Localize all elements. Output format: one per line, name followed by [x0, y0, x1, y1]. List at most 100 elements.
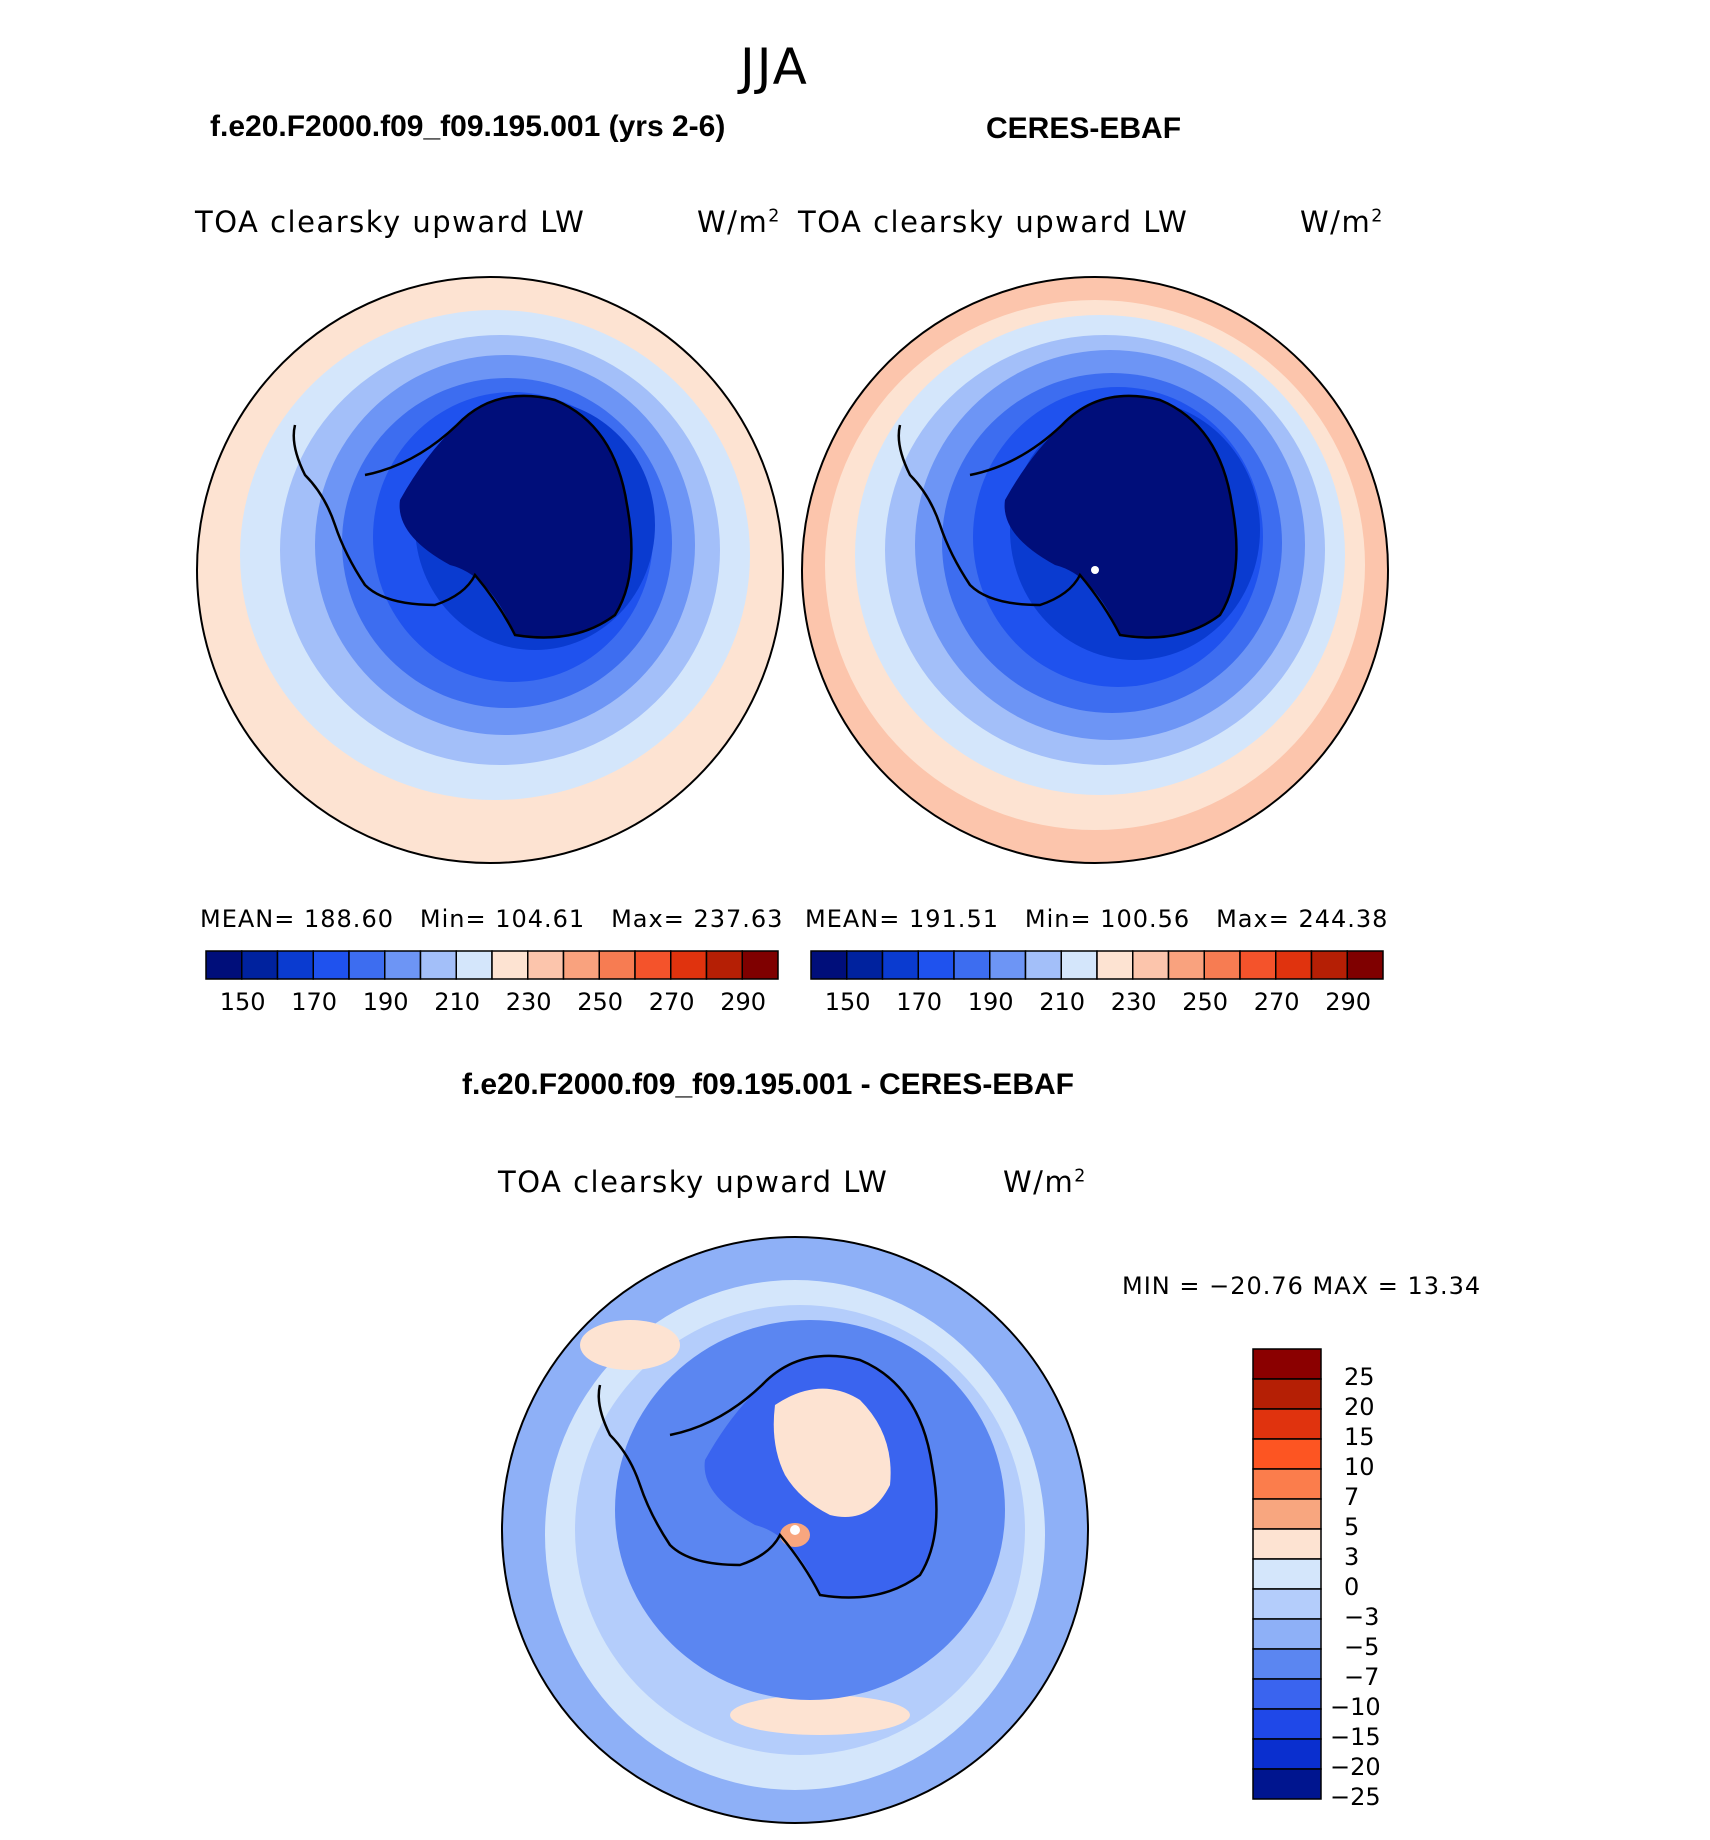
colorbar-tick-label: 210 — [1039, 988, 1086, 1016]
colorbar-right-ticks: 150 170 190 210 230 250 270 290 — [810, 988, 1384, 1018]
colorbar-tick-label: 210 — [434, 988, 481, 1016]
colorbar-swatch — [1252, 1648, 1322, 1680]
colorbar-swatch — [1275, 950, 1313, 980]
colorbar-swatch — [1167, 950, 1205, 980]
colorbar-swatch — [1252, 1348, 1322, 1380]
panel-left-title: f.e20.F2000.f09_f09.195.001 (yrs 2-6) — [210, 110, 726, 143]
colorbar-swatch — [1252, 1618, 1322, 1650]
colorbar-swatch — [598, 950, 636, 980]
colorbar-swatch — [491, 950, 529, 980]
colorbar-tick-label: −10 — [1330, 1693, 1381, 1721]
colorbar-swatch — [455, 950, 493, 980]
colorbar-swatch — [1203, 950, 1241, 980]
colorbar-swatch — [419, 950, 457, 980]
panel-left-variable-label: TOA clearsky upward LW — [195, 205, 586, 239]
colorbar-tick-label: 7 — [1344, 1483, 1360, 1511]
colorbar-swatch — [1132, 950, 1170, 980]
map-difference — [501, 1236, 1089, 1824]
panel-left-stats: MEAN= 188.60 Min= 104.61 Max= 237.63 — [200, 905, 784, 933]
colorbar-swatch — [989, 950, 1027, 980]
colorbar-tick-label: 190 — [967, 988, 1014, 1016]
colorbar-swatch — [810, 950, 848, 980]
colorbar-swatch — [1252, 1468, 1322, 1500]
diff-minmax: MIN = −20.76 MAX = 13.34 — [1122, 1272, 1482, 1300]
colorbar-swatch — [741, 950, 779, 980]
colorbar-swatch — [670, 950, 708, 980]
colorbar-swatch — [312, 950, 350, 980]
colorbar-tick-label: 250 — [577, 988, 624, 1016]
colorbar-tick-label: 230 — [1110, 988, 1157, 1016]
colorbar-tick-label: −5 — [1344, 1633, 1380, 1661]
colorbar-swatch — [1252, 1378, 1322, 1410]
colorbar-tick-label: −25 — [1330, 1783, 1381, 1811]
diff-panel-title: f.e20.F2000.f09_f09.195.001 - CERES-EBAF — [462, 1068, 1074, 1101]
colorbar-tick-label: 20 — [1344, 1393, 1375, 1421]
panel-right-variable-label: TOA clearsky upward LW — [798, 205, 1189, 239]
panel-right-units: W/m2 — [1300, 205, 1384, 239]
colorbar-tick-label: 290 — [1325, 988, 1372, 1016]
colorbar-swatch — [1252, 1678, 1322, 1710]
colorbar-difference — [1252, 1348, 1322, 1800]
colorbar-swatch — [1024, 950, 1062, 980]
colorbar-swatch — [241, 950, 279, 980]
colorbar-tick-label: −7 — [1344, 1663, 1380, 1691]
colorbar-tick-label: 190 — [362, 988, 409, 1016]
map-model — [196, 276, 784, 864]
colorbar-tick-label: 250 — [1182, 988, 1229, 1016]
colorbar-tick-label: 230 — [505, 988, 552, 1016]
colorbar-tick-label: 3 — [1344, 1543, 1360, 1571]
colorbar-right — [810, 950, 1384, 980]
colorbar-swatch — [1252, 1528, 1322, 1560]
colorbar-tick-label: 5 — [1344, 1513, 1360, 1541]
colorbar-swatch — [1060, 950, 1098, 980]
colorbar-tick-label: 170 — [896, 988, 943, 1016]
colorbar-swatch — [384, 950, 422, 980]
colorbar-swatch — [1310, 950, 1348, 980]
colorbar-swatch — [1252, 1408, 1322, 1440]
colorbar-tick-label: −15 — [1330, 1723, 1381, 1751]
colorbar-tick-label: 270 — [648, 988, 695, 1016]
colorbar-swatch — [1252, 1498, 1322, 1530]
colorbar-swatch — [1252, 1738, 1322, 1770]
panel-right-title: CERES-EBAF — [986, 112, 1182, 145]
colorbar-swatch — [1252, 1588, 1322, 1620]
colorbar-swatch — [1252, 1768, 1322, 1800]
colorbar-swatch — [917, 950, 955, 980]
colorbar-tick-label: 290 — [720, 988, 767, 1016]
panel-left-units: W/m2 — [697, 205, 781, 239]
panel-right-stats: MEAN= 191.51 Min= 100.56 Max= 244.38 — [805, 905, 1389, 933]
colorbar-swatch — [1346, 950, 1384, 980]
colorbar-tick-label: 150 — [219, 988, 266, 1016]
colorbar-tick-label: 0 — [1344, 1573, 1360, 1601]
main-title: JJA — [740, 38, 809, 96]
colorbar-swatch — [276, 950, 314, 980]
colorbar-swatch — [1252, 1558, 1322, 1590]
colorbar-tick-label: 10 — [1344, 1453, 1375, 1481]
colorbar-swatch — [1096, 950, 1134, 980]
diff-panel-variable-label: TOA clearsky upward LW — [498, 1165, 889, 1199]
colorbar-tick-label: 150 — [824, 988, 871, 1016]
colorbar-swatch — [846, 950, 884, 980]
colorbar-swatch — [205, 950, 243, 980]
colorbar-tick-label: 15 — [1344, 1423, 1375, 1451]
colorbar-difference-ticks: 25 20 15 10 7 5 3 0 −3 −5 −7 −10 −15 −20 −25 — [1330, 1348, 1420, 1811]
map-observations — [801, 276, 1389, 864]
colorbar-swatch — [527, 950, 565, 980]
colorbar-swatch — [881, 950, 919, 980]
colorbar-left-ticks: 150 170 190 210 230 250 270 290 — [205, 988, 779, 1018]
colorbar-swatch — [705, 950, 743, 980]
colorbar-tick-label: −20 — [1330, 1753, 1381, 1781]
colorbar-swatch — [1252, 1708, 1322, 1740]
colorbar-swatch — [1239, 950, 1277, 980]
colorbar-swatch — [348, 950, 386, 980]
colorbar-tick-label: 270 — [1253, 988, 1300, 1016]
colorbar-swatch — [1252, 1438, 1322, 1470]
colorbar-swatch — [634, 950, 672, 980]
colorbar-swatch — [562, 950, 600, 980]
colorbar-tick-label: 25 — [1344, 1363, 1375, 1391]
diff-panel-units: W/m2 — [1003, 1165, 1087, 1199]
colorbar-tick-label: −3 — [1344, 1603, 1380, 1631]
colorbar-tick-label: 170 — [291, 988, 338, 1016]
colorbar-left — [205, 950, 779, 980]
colorbar-swatch — [953, 950, 991, 980]
